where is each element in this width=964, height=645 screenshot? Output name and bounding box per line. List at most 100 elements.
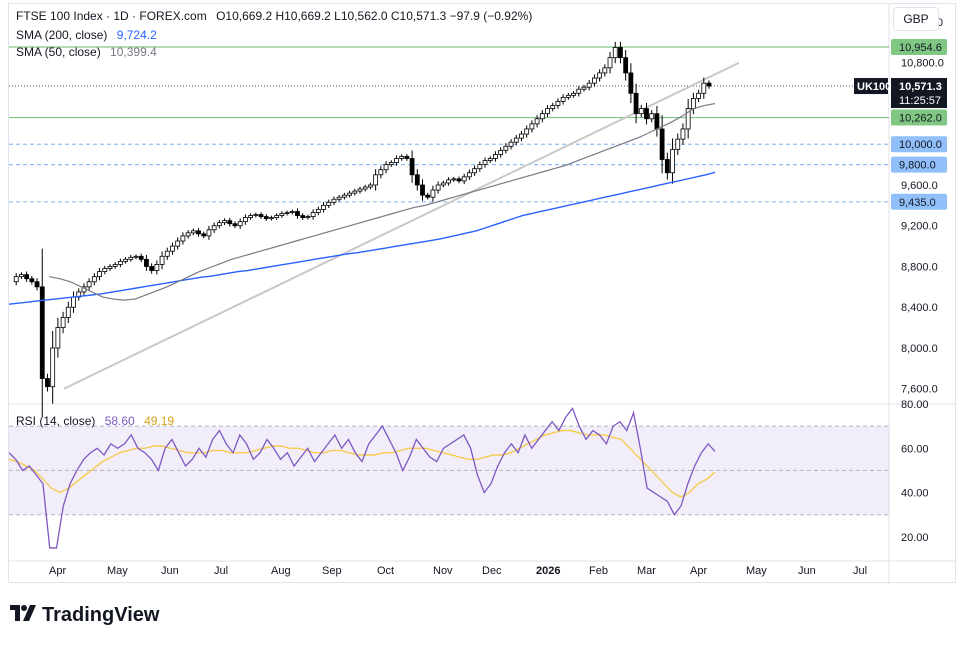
candle-body bbox=[300, 215, 306, 218]
candle-body bbox=[175, 240, 181, 247]
symbol-legend: FTSE 100 Index · 1D · FOREX.com O10,669.… bbox=[16, 9, 532, 23]
chart-canvas[interactable]: 11,200.010,800.09,600.09,200.08,800.08,4… bbox=[9, 4, 957, 584]
rsi-tick-label: 40.00 bbox=[901, 488, 929, 500]
candle-body bbox=[263, 216, 269, 220]
candle-body bbox=[138, 255, 144, 260]
candle-body bbox=[477, 164, 483, 170]
symbol-title: FTSE 100 Index · 1D · FOREX.com bbox=[16, 9, 207, 23]
price-tick-label: 10,800.0 bbox=[901, 58, 944, 70]
candle-body bbox=[279, 213, 285, 216]
candle-body bbox=[461, 176, 467, 182]
chart-frame[interactable]: 11,200.010,800.09,600.09,200.08,800.08,4… bbox=[8, 3, 957, 584]
candle-body bbox=[180, 235, 186, 242]
candle-body bbox=[482, 160, 488, 166]
candle-body bbox=[602, 67, 608, 74]
level-tag bbox=[891, 109, 947, 126]
candle-body bbox=[373, 174, 379, 186]
candle-body bbox=[112, 264, 118, 267]
candle-body bbox=[440, 182, 446, 186]
candle-body bbox=[472, 168, 477, 174]
rsi-tick-label: 20.00 bbox=[901, 532, 929, 544]
candle-body bbox=[128, 256, 134, 260]
candle-body bbox=[258, 214, 264, 217]
candle-body bbox=[430, 189, 436, 198]
candle-body bbox=[545, 108, 550, 115]
time-tick-label: Jul bbox=[214, 565, 228, 577]
rsi-ma-line bbox=[9, 429, 716, 498]
candle-body bbox=[289, 211, 295, 213]
candle-body bbox=[91, 276, 97, 283]
candle-body bbox=[284, 212, 290, 214]
candle-body bbox=[534, 118, 540, 125]
candle-body bbox=[508, 141, 514, 147]
sma200-legend: SMA (200, close) 9,724.2 bbox=[16, 28, 157, 42]
countdown-label: 11:25:57 bbox=[899, 95, 941, 107]
candle-body bbox=[597, 72, 603, 79]
candle-body bbox=[227, 220, 233, 225]
candle-body bbox=[321, 204, 326, 210]
candle-body bbox=[670, 148, 675, 174]
candle-body bbox=[357, 188, 363, 192]
rsi-legend: RSI (14, close) 58.60 49.19 bbox=[16, 414, 174, 428]
candle-body bbox=[414, 174, 420, 186]
time-tick-label: Nov bbox=[433, 565, 453, 577]
candle-body bbox=[576, 88, 582, 94]
level-tag bbox=[891, 38, 947, 55]
candle-body bbox=[295, 211, 300, 216]
time-tick-label: Jun bbox=[161, 565, 179, 577]
candle-body bbox=[592, 77, 597, 84]
current-price-label: 10,571.3 bbox=[899, 81, 942, 93]
candle-body bbox=[102, 268, 108, 272]
candle-body bbox=[60, 317, 66, 328]
candle-body bbox=[654, 113, 660, 130]
level-tag-label: 9,435.0 bbox=[899, 197, 936, 209]
candle-body bbox=[560, 96, 566, 102]
candle-body bbox=[628, 72, 634, 94]
currency-button[interactable]: GBP bbox=[893, 7, 939, 31]
candle-body bbox=[222, 220, 227, 224]
candle-body bbox=[451, 178, 457, 181]
candle-body bbox=[211, 225, 217, 231]
candle-body bbox=[196, 230, 201, 235]
candle-body bbox=[446, 179, 451, 184]
time-tick-label: Aug bbox=[271, 565, 291, 577]
time-tick-label: May bbox=[107, 565, 128, 577]
candle-body bbox=[487, 158, 493, 161]
candle-body bbox=[336, 196, 342, 200]
candle-body bbox=[65, 306, 71, 318]
sma50-line bbox=[48, 102, 716, 301]
rsi-value: 58.60 bbox=[104, 414, 135, 428]
level-tag bbox=[891, 193, 947, 210]
candle-body bbox=[149, 266, 155, 271]
rsi-line bbox=[9, 407, 716, 549]
sma50-label: SMA (50, close) bbox=[16, 45, 101, 59]
candle-body bbox=[341, 194, 347, 198]
candle-body bbox=[388, 162, 394, 166]
candle-body bbox=[633, 92, 639, 115]
candle-body bbox=[305, 216, 311, 218]
candle-body bbox=[383, 164, 389, 171]
candle-body bbox=[399, 156, 405, 159]
candle-body bbox=[154, 264, 160, 271]
candle-body bbox=[45, 378, 50, 388]
candle-body bbox=[644, 108, 649, 120]
candle-body bbox=[185, 232, 191, 237]
time-tick-label: Oct bbox=[377, 565, 394, 577]
candle-body bbox=[649, 113, 655, 120]
candle-body bbox=[362, 186, 368, 190]
time-tick-label: Dec bbox=[482, 565, 502, 577]
candle-body bbox=[237, 221, 243, 227]
candle-body bbox=[201, 233, 207, 237]
candle-body bbox=[493, 154, 498, 159]
candle-body bbox=[206, 229, 212, 237]
candle-body bbox=[618, 47, 623, 59]
price-tick-label: 9,600.0 bbox=[901, 180, 938, 192]
candle-body bbox=[503, 145, 509, 151]
time-tick-label: Feb bbox=[589, 565, 608, 577]
candle-body bbox=[34, 281, 40, 288]
ohlc-values: O10,669.2 H10,669.2 L10,562.0 C10,571.3 … bbox=[216, 9, 533, 23]
candle-body bbox=[685, 108, 691, 130]
candle-body bbox=[29, 278, 35, 283]
level-tag bbox=[891, 156, 947, 173]
candle-body bbox=[117, 260, 123, 265]
